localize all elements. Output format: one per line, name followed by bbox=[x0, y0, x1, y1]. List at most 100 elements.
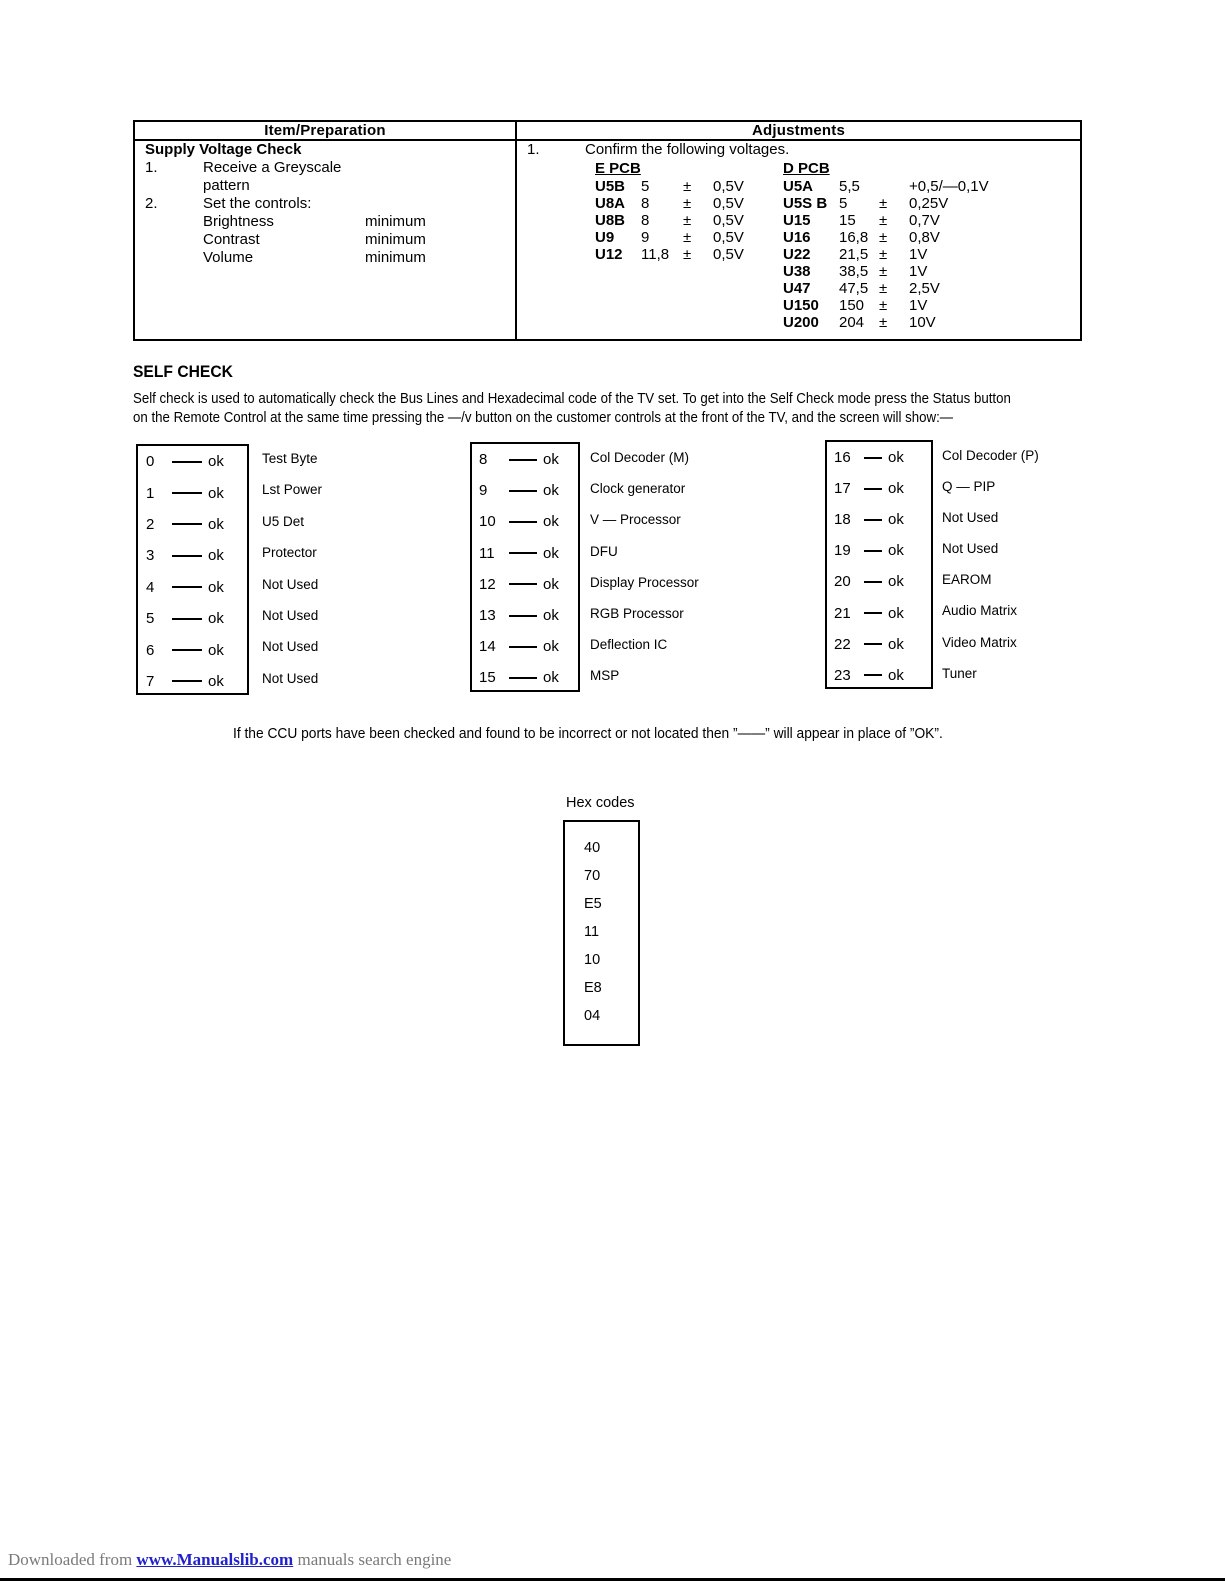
connector-line-icon bbox=[172, 492, 202, 495]
adjustment-step-number: 1. bbox=[527, 141, 540, 158]
port-index: 3 bbox=[146, 547, 155, 565]
voltage-row: U9 9 ± 0,5V bbox=[595, 229, 783, 246]
voltage-name: U200 bbox=[783, 314, 819, 331]
port-status: ok bbox=[208, 484, 224, 502]
self-check-heading: SELF CHECK bbox=[133, 362, 233, 381]
voltage-name: U16 bbox=[783, 229, 811, 246]
port-row: 21 ok bbox=[827, 597, 931, 628]
port-index: 13 bbox=[479, 607, 496, 625]
hex-code-item: 40 bbox=[584, 840, 601, 856]
port-row: 3 ok bbox=[138, 540, 247, 571]
voltage-tolerance: 1V bbox=[909, 246, 928, 263]
port-label: Not Used bbox=[262, 607, 319, 623]
manualslib-link[interactable]: www.Manualslib.com bbox=[136, 1550, 294, 1569]
port-group-16-23: 16 ok 17 ok 18 ok 19 ok 20 ok 21 ok 22 ok 23 ok … bbox=[825, 440, 1039, 689]
plus-minus-icon: ± bbox=[683, 229, 692, 246]
column-header-adjustments: Adjustments bbox=[515, 120, 1082, 141]
port-label: Video Matrix bbox=[942, 634, 1017, 650]
port-row: 22 ok bbox=[827, 629, 931, 660]
voltage-row: U150 150 ± 1V bbox=[783, 297, 989, 314]
port-label: Col Decoder (P) bbox=[942, 448, 1039, 463]
connector-line-icon bbox=[864, 643, 882, 646]
port-index: 1 bbox=[146, 484, 155, 502]
port-label: Not Used bbox=[262, 639, 319, 655]
prep-step: 1. Receive a Greyscale pattern bbox=[135, 159, 515, 195]
voltage-row: U12 11,8 ± 0,5V bbox=[595, 246, 783, 263]
connector-line-icon bbox=[172, 649, 202, 652]
port-row: 7 ok bbox=[138, 666, 247, 697]
voltage-row: U38 38,5 ± 1V bbox=[783, 263, 989, 280]
voltage-name: U22 bbox=[783, 246, 811, 263]
port-label-list: Col Decoder (M) Clock generator V — Proc… bbox=[590, 445, 699, 695]
port-label: MSP bbox=[590, 668, 620, 684]
d-pcb-column: D PCB U5A 5,5 +0,5/—0,1V U5S B 5 ± 0,25V bbox=[783, 160, 989, 331]
port-index: 16 bbox=[834, 449, 851, 467]
plus-minus-icon: ± bbox=[683, 195, 692, 212]
connector-line-icon bbox=[864, 674, 882, 677]
port-status: ok bbox=[208, 672, 224, 690]
port-status: ok bbox=[208, 578, 224, 596]
port-index: 22 bbox=[834, 635, 851, 653]
connector-line-icon bbox=[864, 549, 882, 552]
port-label: Protector bbox=[262, 545, 317, 561]
prep-step-text: Brightness bbox=[203, 213, 274, 230]
connector-line-icon bbox=[172, 460, 202, 463]
table-header-row: Item/Preparation Adjustments bbox=[133, 120, 1082, 141]
port-label: Not Used bbox=[262, 576, 319, 592]
port-row: 12 ok bbox=[472, 569, 578, 600]
prep-step: Contrast minimum bbox=[135, 231, 515, 249]
port-status: ok bbox=[888, 666, 904, 684]
port-status-box: 16 ok 17 ok 18 ok 19 ok 20 ok 21 ok 22 ok 23 ok bbox=[825, 440, 933, 689]
voltage-tolerance: 0,5V bbox=[713, 246, 744, 263]
voltage-value: 16,8 bbox=[839, 229, 869, 246]
prep-step-value bbox=[365, 195, 515, 213]
prep-step-number bbox=[135, 249, 203, 267]
voltage-name: U8B bbox=[595, 212, 626, 229]
port-index: 8 bbox=[479, 451, 488, 469]
port-label: Not Used bbox=[942, 510, 999, 526]
connector-line-icon bbox=[509, 645, 537, 648]
port-row: 14 ok bbox=[472, 631, 578, 662]
voltage-row: U47 47,5 ± 2,5V bbox=[783, 280, 989, 297]
port-row: 23 ok bbox=[827, 660, 931, 691]
voltage-name: U9 bbox=[595, 229, 615, 246]
port-index: 10 bbox=[479, 513, 496, 531]
hex-codes-box: 40 70 E5 11 10 E8 04 bbox=[563, 820, 640, 1046]
port-status-box: 0 ok 1 ok 2 ok 3 ok 4 ok 5 ok 6 ok 7 ok bbox=[136, 444, 249, 695]
plus-minus-icon: ± bbox=[879, 280, 888, 297]
prep-title: Supply Voltage Check bbox=[145, 141, 302, 158]
port-label-list: Test Byte Lst Power U5 Det Protector Not… bbox=[262, 446, 322, 697]
voltage-tolerance: 0,8V bbox=[909, 229, 940, 246]
plus-minus-icon: ± bbox=[683, 212, 692, 229]
port-label: RGB Processor bbox=[590, 605, 684, 621]
port-status: ok bbox=[208, 641, 224, 659]
prep-step-text: Volume bbox=[203, 249, 254, 266]
voltage-name: U5S B bbox=[783, 195, 828, 212]
port-status: ok bbox=[208, 547, 224, 565]
port-index: 14 bbox=[479, 638, 496, 656]
port-label: V — Processor bbox=[590, 512, 681, 528]
hex-code-item: E5 bbox=[584, 896, 602, 912]
voltage-value: 204 bbox=[839, 314, 865, 331]
port-index: 9 bbox=[479, 482, 488, 500]
prep-step-text: Set the controls: bbox=[203, 195, 312, 212]
port-status: ok bbox=[208, 515, 224, 533]
port-label: EAROM bbox=[942, 572, 992, 588]
connector-line-icon bbox=[864, 580, 882, 583]
prep-step: Volume minimum bbox=[135, 249, 515, 267]
port-row: 5 ok bbox=[138, 603, 247, 634]
prep-step-value bbox=[365, 159, 515, 195]
voltage-row: U16 16,8 ± 0,8V bbox=[783, 229, 989, 246]
port-status-box: 8 ok 9 ok 10 ok 11 ok 12 ok 13 ok 14 ok 15 ok bbox=[470, 442, 580, 692]
port-index: 2 bbox=[146, 515, 155, 533]
voltage-tolerance: 0,7V bbox=[909, 212, 940, 229]
adjustment-step: 1. Confirm the following voltages. bbox=[517, 141, 1080, 159]
connector-line-icon bbox=[509, 552, 537, 555]
voltage-value: 38,5 bbox=[839, 263, 869, 280]
hex-code-item: 10 bbox=[584, 952, 601, 968]
port-label: Lst Power bbox=[262, 482, 323, 498]
port-label: Test Byte bbox=[262, 451, 318, 466]
plus-minus-icon: ± bbox=[683, 178, 692, 195]
port-row: 19 ok bbox=[827, 535, 931, 566]
port-label: DFU bbox=[590, 543, 618, 559]
